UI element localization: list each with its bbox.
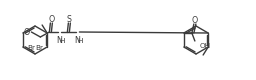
Text: O: O xyxy=(48,14,55,24)
Text: H: H xyxy=(60,38,65,44)
Text: H: H xyxy=(78,38,83,44)
Text: Br: Br xyxy=(35,44,43,50)
Text: N: N xyxy=(56,36,62,44)
Text: O: O xyxy=(192,16,198,24)
Text: S: S xyxy=(67,14,72,24)
Text: OH: OH xyxy=(200,43,211,49)
Text: N: N xyxy=(74,36,80,44)
Text: O: O xyxy=(24,28,30,36)
Text: Br: Br xyxy=(27,44,35,50)
